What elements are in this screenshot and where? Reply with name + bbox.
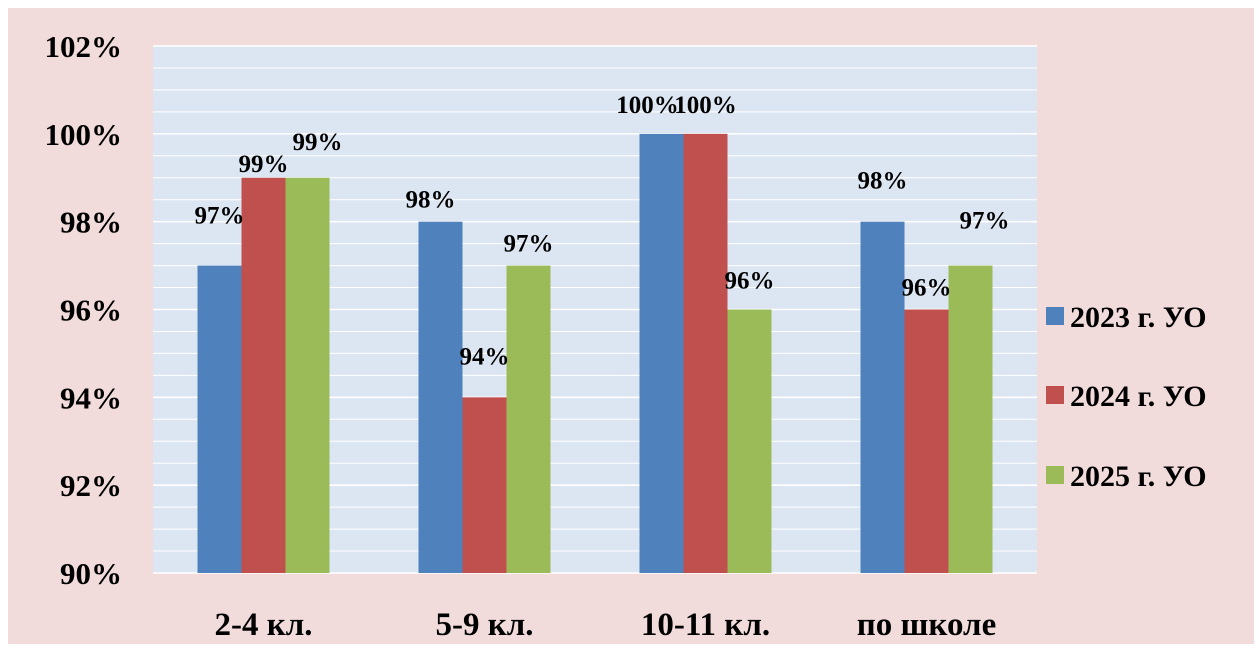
data-label: 94%: [460, 343, 510, 370]
data-label: 97%: [195, 203, 245, 230]
bar-2-3: [683, 133, 728, 574]
y-tick-label: 98%: [60, 205, 122, 240]
legend-label: 2024 г. УО: [1070, 380, 1207, 413]
data-label: 99%: [293, 129, 343, 156]
data-label: 100%: [674, 92, 737, 119]
data-label: 98%: [858, 168, 908, 195]
x-axis: 2-4 кл. 5-9 кл. 10-11 кл. по школе: [214, 607, 996, 643]
y-tick-label: 96%: [60, 293, 122, 328]
y-tick-label: 102%: [45, 29, 123, 64]
bar-3-2: [506, 265, 551, 573]
bar-3-3: [727, 309, 772, 573]
data-label: 97%: [960, 208, 1010, 235]
legend: 2023 г. УО 2024 г. УО 2025 г. УО: [1046, 301, 1207, 493]
bar-1-1: [197, 265, 242, 573]
bar-2-1: [241, 177, 286, 573]
y-axis: 90% 92% 94% 96% 98% 100% 102%: [45, 29, 123, 591]
y-tick-label: 90%: [60, 556, 122, 591]
y-tick-label: 100%: [45, 117, 123, 152]
legend-swatch: [1046, 386, 1064, 404]
x-tick-label: по школе: [857, 607, 996, 643]
data-label: 97%: [504, 231, 554, 258]
x-tick-label: 5-9 кл.: [435, 607, 533, 643]
x-tick-label: 10-11 кл.: [641, 607, 770, 643]
y-tick-label: 92%: [60, 468, 122, 503]
legend-swatch: [1046, 307, 1064, 325]
data-labels: 97% 99%99% 98% 94% 97% 100%100% 96% 98% 96% 97%: [195, 92, 1010, 371]
data-label: 96%: [902, 275, 952, 302]
legend-label: 2023 г. УО: [1070, 301, 1207, 334]
bars: [197, 133, 993, 574]
data-label: 98%: [406, 187, 456, 214]
x-tick-label: 2-4 кл.: [214, 607, 312, 643]
bar-3-1: [285, 177, 330, 573]
bar-3-4: [948, 265, 993, 573]
legend-swatch: [1046, 466, 1064, 484]
bar-1-4: [860, 221, 905, 573]
data-label: 96%: [725, 268, 775, 295]
legend-label: 2025 г. УО: [1070, 460, 1207, 493]
bar-1-3: [639, 133, 684, 574]
bar-2-4: [904, 309, 949, 573]
data-label: 99%: [239, 151, 289, 178]
bar-2-2: [462, 397, 507, 573]
data-label: 100%: [616, 92, 679, 119]
bar-1-2: [418, 221, 463, 573]
y-tick-label: 94%: [60, 380, 122, 415]
